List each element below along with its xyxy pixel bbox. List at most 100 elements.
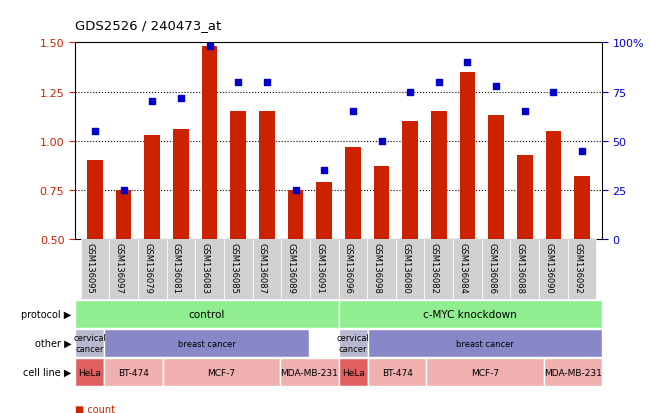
Bar bbox=[345, 147, 361, 338]
Text: GSM136087: GSM136087 bbox=[258, 242, 267, 293]
Bar bbox=[253, 240, 281, 299]
Point bbox=[462, 59, 473, 66]
Text: GSM136092: GSM136092 bbox=[573, 242, 582, 293]
Bar bbox=[259, 112, 275, 338]
Bar bbox=[195, 240, 224, 299]
Bar bbox=[482, 240, 510, 299]
Bar bbox=[288, 190, 303, 338]
Text: GSM136089: GSM136089 bbox=[286, 242, 296, 293]
Text: GSM136081: GSM136081 bbox=[172, 242, 181, 293]
Text: MCF-7: MCF-7 bbox=[471, 368, 499, 377]
Text: c-MYC knockdown: c-MYC knockdown bbox=[423, 309, 518, 319]
Text: GSM136098: GSM136098 bbox=[372, 242, 381, 293]
Bar bbox=[546, 132, 561, 338]
Text: ■ count: ■ count bbox=[75, 404, 115, 413]
Text: GSM136091: GSM136091 bbox=[315, 242, 324, 293]
Bar bbox=[138, 240, 167, 299]
Point bbox=[290, 187, 301, 194]
Bar bbox=[75, 300, 339, 328]
Bar bbox=[510, 240, 539, 299]
Point bbox=[118, 187, 129, 194]
Text: other ▶: other ▶ bbox=[35, 338, 72, 348]
Point bbox=[147, 99, 158, 105]
Bar bbox=[167, 240, 195, 299]
Text: cervical
cancer: cervical cancer bbox=[73, 334, 106, 353]
Point bbox=[348, 109, 358, 115]
Bar bbox=[163, 358, 280, 386]
Bar bbox=[368, 329, 602, 357]
Bar bbox=[75, 358, 104, 386]
Bar bbox=[116, 190, 132, 338]
Bar bbox=[281, 240, 310, 299]
Bar bbox=[75, 329, 104, 357]
Bar bbox=[339, 358, 368, 386]
Bar bbox=[568, 240, 596, 299]
Text: breast cancer: breast cancer bbox=[456, 339, 514, 348]
Bar bbox=[460, 73, 475, 338]
Text: GSM136084: GSM136084 bbox=[458, 242, 467, 293]
Bar bbox=[224, 240, 253, 299]
Bar bbox=[81, 240, 109, 299]
Text: HeLa: HeLa bbox=[78, 368, 101, 377]
Point bbox=[176, 95, 186, 102]
Bar bbox=[104, 358, 163, 386]
Bar bbox=[453, 240, 482, 299]
Text: cell line ▶: cell line ▶ bbox=[23, 367, 72, 377]
Text: BT-474: BT-474 bbox=[118, 368, 149, 377]
Bar bbox=[424, 240, 453, 299]
Text: GSM136082: GSM136082 bbox=[430, 242, 439, 293]
Bar bbox=[402, 122, 418, 338]
Text: control: control bbox=[189, 309, 225, 319]
Bar bbox=[517, 155, 533, 338]
Point bbox=[491, 83, 501, 90]
Bar bbox=[109, 240, 138, 299]
Point bbox=[262, 79, 272, 86]
Text: cervical
cancer: cervical cancer bbox=[337, 334, 370, 353]
Point bbox=[519, 109, 530, 115]
Point bbox=[204, 44, 215, 50]
Bar bbox=[104, 329, 309, 357]
Bar bbox=[544, 358, 602, 386]
Text: GSM136095: GSM136095 bbox=[86, 242, 95, 293]
Text: GSM136086: GSM136086 bbox=[487, 242, 496, 293]
Bar bbox=[316, 183, 332, 338]
Bar bbox=[173, 130, 189, 338]
Bar bbox=[339, 240, 367, 299]
Bar bbox=[368, 358, 426, 386]
Point bbox=[434, 79, 444, 86]
Bar bbox=[431, 112, 447, 338]
Point bbox=[233, 79, 243, 86]
Text: GSM136083: GSM136083 bbox=[201, 242, 210, 293]
Text: breast cancer: breast cancer bbox=[178, 339, 236, 348]
Bar bbox=[367, 240, 396, 299]
Text: GSM136085: GSM136085 bbox=[229, 242, 238, 293]
Bar bbox=[310, 240, 339, 299]
Bar bbox=[280, 358, 339, 386]
Bar bbox=[426, 358, 544, 386]
Text: protocol ▶: protocol ▶ bbox=[21, 309, 72, 319]
Point bbox=[548, 89, 559, 96]
Point bbox=[376, 138, 387, 145]
Bar bbox=[145, 135, 160, 338]
Bar bbox=[87, 161, 103, 338]
Point bbox=[319, 168, 329, 174]
Text: GSM136088: GSM136088 bbox=[516, 242, 525, 293]
Point bbox=[90, 128, 100, 135]
Text: GSM136090: GSM136090 bbox=[544, 242, 553, 293]
Text: HeLa: HeLa bbox=[342, 368, 365, 377]
Bar bbox=[488, 116, 504, 338]
Text: MCF-7: MCF-7 bbox=[207, 368, 236, 377]
Point bbox=[405, 89, 415, 96]
Bar bbox=[339, 329, 368, 357]
Bar bbox=[339, 300, 602, 328]
Text: GDS2526 / 240473_at: GDS2526 / 240473_at bbox=[75, 19, 221, 31]
Text: MDA-MB-231: MDA-MB-231 bbox=[281, 368, 338, 377]
Bar bbox=[396, 240, 424, 299]
Bar bbox=[230, 112, 246, 338]
Text: GSM136097: GSM136097 bbox=[115, 242, 124, 293]
Text: BT-474: BT-474 bbox=[381, 368, 413, 377]
Bar bbox=[539, 240, 568, 299]
Point bbox=[577, 148, 587, 154]
Bar bbox=[374, 167, 389, 338]
Text: GSM136096: GSM136096 bbox=[344, 242, 353, 293]
